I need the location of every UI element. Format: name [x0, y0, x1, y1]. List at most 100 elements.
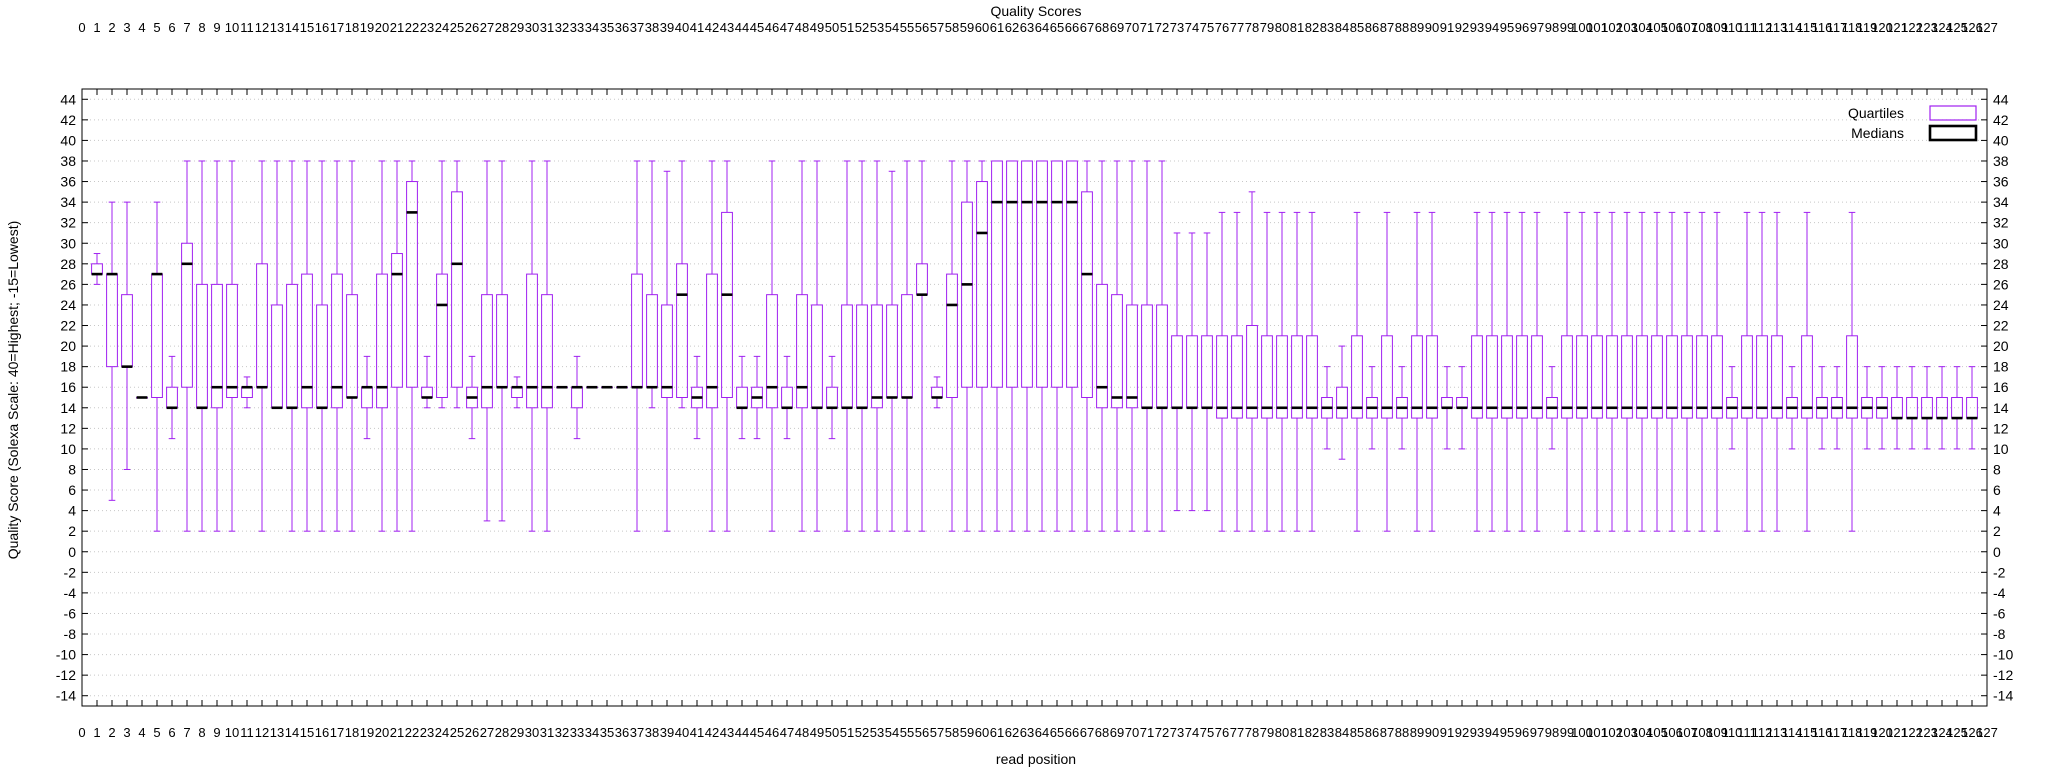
- x-tick-label-top: 1: [93, 20, 100, 35]
- x-tick-label-bottom: 21: [390, 725, 404, 740]
- x-tick-label-top: 124: [1931, 20, 1953, 35]
- box-plot-37: [631, 160, 643, 532]
- box-plot-46: [766, 160, 778, 532]
- x-tick-label-top: 72: [1155, 20, 1169, 35]
- x-tick-label-bottom: 7: [183, 725, 190, 740]
- y-tick-label-right: 34: [1993, 194, 2009, 210]
- x-tick-label-bottom: 12: [255, 725, 269, 740]
- x-tick-label-bottom: 69: [1110, 725, 1124, 740]
- box-plot-20: [376, 160, 388, 532]
- x-tick-label-top: 95: [1500, 20, 1514, 35]
- quartile-box: [391, 253, 403, 388]
- x-tick-label-bottom: 112: [1752, 725, 1773, 740]
- y-tick-label-right: 42: [1993, 112, 2009, 128]
- x-tick-label-top: 31: [540, 20, 554, 35]
- x-tick-label-bottom: 67: [1080, 725, 1094, 740]
- plot-frame: [81, 88, 1988, 707]
- x-tick-label-bottom: 57: [930, 725, 944, 740]
- box-plot-9: [211, 160, 223, 532]
- x-tick-label-bottom: 114: [1782, 725, 1803, 740]
- x-tick-label-bottom: 46: [765, 725, 779, 740]
- y-tick-label-right: 32: [1993, 215, 2009, 231]
- quartile-box: [421, 386, 433, 399]
- quartile-box: [331, 273, 343, 409]
- x-tick-label-top: 54: [885, 20, 899, 35]
- quartile-box: [1381, 335, 1393, 419]
- box-plot-102: [1606, 211, 1618, 532]
- x-tick-label-top: 65: [1050, 20, 1064, 35]
- quartile-box: [676, 263, 688, 399]
- quartile-box: [1081, 191, 1093, 398]
- x-tick-label-bottom: 123: [1916, 725, 1938, 740]
- x-tick-label-bottom: 19: [360, 725, 374, 740]
- quartile-box: [286, 283, 298, 409]
- x-tick-label-bottom: 93: [1470, 725, 1484, 740]
- box-plot-54: [886, 170, 898, 532]
- x-tick-label-top: 118: [1842, 20, 1863, 35]
- x-tick-label-top: 117: [1827, 20, 1848, 35]
- box-plot-95: [1501, 211, 1513, 532]
- x-tick-label-bottom: 75: [1200, 725, 1214, 740]
- box-plot-112: [1756, 211, 1768, 532]
- box-plot-55: [901, 160, 913, 532]
- x-tick-label-bottom: 125: [1946, 725, 1968, 740]
- y-tick-label-right: 28: [1993, 256, 2009, 272]
- x-tick-label-bottom: 98: [1545, 725, 1559, 740]
- quartile-box: [1051, 160, 1063, 388]
- x-tick-label-bottom: 48: [795, 725, 809, 740]
- y-tick-label-left: -4: [64, 585, 77, 601]
- x-tick-label-bottom: 87: [1380, 725, 1394, 740]
- x-tick-label-top: 108: [1691, 20, 1713, 35]
- x-tick-label-top: 37: [630, 20, 644, 35]
- x-tick-label-top: 56: [915, 20, 929, 35]
- box-plot-103: [1621, 211, 1633, 532]
- x-tick-label-top: 125: [1946, 20, 1968, 35]
- box-plot-88: [1396, 366, 1408, 450]
- y-tick-label-left: 34: [60, 194, 76, 210]
- x-tick-label-top: 85: [1350, 20, 1364, 35]
- x-tick-label-bottom: 66: [1065, 725, 1079, 740]
- box-plot-96: [1516, 211, 1528, 532]
- box-plot-83: [1321, 366, 1333, 450]
- quartile-box: [1441, 397, 1453, 409]
- x-tick-label-bottom: 23: [420, 725, 434, 740]
- x-tick-label-bottom: 5: [153, 725, 160, 740]
- x-tick-label-bottom: 97: [1530, 725, 1544, 740]
- quartile-box: [226, 283, 238, 398]
- box-plot-113: [1771, 211, 1783, 532]
- box-plot-70: [1126, 160, 1138, 532]
- quartile-box: [541, 294, 553, 409]
- x-tick-label-top: 102: [1601, 20, 1623, 35]
- x-tick-label-top: 101: [1586, 20, 1608, 35]
- x-tick-label-bottom: 95: [1500, 725, 1514, 740]
- x-tick-label-top: 83: [1320, 20, 1334, 35]
- box-plot-13: [271, 160, 283, 410]
- x-tick-label-bottom: 37: [630, 725, 644, 740]
- x-tick-label-bottom: 55: [900, 725, 914, 740]
- box-plot-86: [1366, 366, 1378, 450]
- x-tick-label-bottom: 53: [870, 725, 884, 740]
- box-plot-66: [1066, 160, 1078, 532]
- box-plot-73: [1171, 232, 1183, 512]
- x-tick-label-top: 61: [990, 20, 1004, 35]
- quartile-box: [1021, 160, 1033, 388]
- x-tick-label-bottom: 94: [1485, 725, 1499, 740]
- quartile-box: [511, 386, 523, 399]
- box-plot-44: [736, 355, 748, 440]
- x-tick-label-top: 91: [1440, 20, 1454, 35]
- y-tick-label-right: 38: [1993, 153, 2009, 169]
- box-plot-119: [1861, 366, 1873, 450]
- box-plot-99: [1561, 211, 1573, 532]
- x-tick-label-top: 113: [1767, 20, 1788, 35]
- x-tick-label-top: 90: [1425, 20, 1439, 35]
- x-tick-label-top: 51: [840, 20, 854, 35]
- x-tick-label-top: 12: [255, 20, 269, 35]
- y-tick-label-right: 40: [1993, 132, 2009, 148]
- quartile-box: [121, 294, 133, 368]
- x-tick-label-top: 114: [1782, 20, 1803, 35]
- box-plot-72: [1156, 160, 1168, 532]
- y-tick-label-left: 26: [60, 276, 76, 292]
- box-plot-58: [946, 160, 958, 532]
- x-tick-label-bottom: 64: [1035, 725, 1049, 740]
- box-plot-56: [916, 160, 928, 532]
